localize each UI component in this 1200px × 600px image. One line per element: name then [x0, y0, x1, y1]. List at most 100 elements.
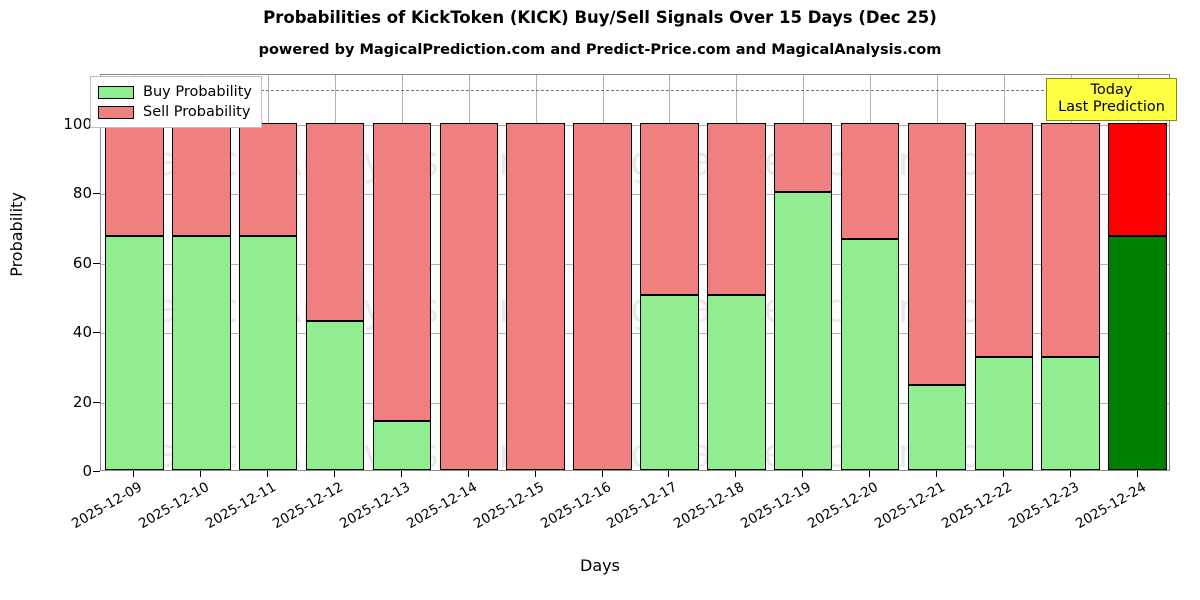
- chart-title: Probabilities of KickToken (KICK) Buy/Se…: [263, 8, 937, 27]
- gridline-horizontal: [101, 333, 1169, 335]
- x-axis-tick-label: 2025-12-11: [203, 479, 280, 533]
- y-axis-tick-mark: [93, 193, 100, 195]
- bar-segment-sell[interactable]: [506, 123, 565, 470]
- x-axis-tick-mark: [935, 471, 937, 477]
- x-axis-tick-mark: [601, 471, 603, 477]
- x-axis-tick-mark: [200, 471, 202, 477]
- y-axis-tick-mark: [93, 262, 100, 264]
- bar-stack[interactable]: [640, 75, 699, 470]
- x-axis-tick-label: 2025-12-12: [270, 479, 347, 533]
- bar-segment-buy[interactable]: [640, 294, 699, 470]
- legend-item-buy[interactable]: Buy Probability: [98, 82, 252, 102]
- chart-subtitle: powered by MagicalPrediction.com and Pre…: [258, 42, 942, 58]
- bar-stack[interactable]: [907, 75, 967, 470]
- legend-swatch-sell: [98, 105, 134, 119]
- y-axis-tick-mark: [93, 471, 100, 472]
- bar-segment-sell[interactable]: [172, 123, 231, 236]
- x-axis-tick-mark: [1002, 471, 1004, 477]
- bar-stack[interactable]: [172, 75, 231, 470]
- chart-legend: Buy Probability Sell Probability: [90, 76, 262, 128]
- x-axis-tick-label: 2025-12-14: [403, 479, 480, 533]
- x-axis-tick-label: 2025-12-24: [1072, 479, 1149, 533]
- bar-stack[interactable]: [372, 75, 432, 470]
- bar-stack[interactable]: [1108, 75, 1167, 470]
- bar-segment-sell[interactable]: [974, 123, 1034, 358]
- gridline-horizontal: [101, 125, 1169, 126]
- gridline-horizontal: [101, 194, 1169, 196]
- bar-stack[interactable]: [506, 75, 565, 470]
- bar-segment-buy[interactable]: [840, 239, 900, 470]
- bar-stack[interactable]: [305, 75, 365, 470]
- x-axis-tick-mark: [1136, 471, 1138, 477]
- bar-stack[interactable]: [974, 75, 1034, 470]
- legend-item-sell[interactable]: Sell Probability: [98, 102, 252, 122]
- bar-segment-buy[interactable]: [773, 192, 833, 470]
- bar-segment-sell[interactable]: [105, 123, 164, 236]
- bar-stack[interactable]: [238, 75, 298, 470]
- bar-segment-sell[interactable]: [305, 123, 365, 321]
- x-axis-tick-label: 2025-12-09: [69, 479, 146, 533]
- legend-label-sell: Sell Probability: [143, 104, 251, 120]
- x-axis-tick-label: 2025-12-21: [871, 479, 948, 533]
- bar-segment-sell[interactable]: [439, 123, 499, 470]
- bar-segment-buy[interactable]: [1041, 357, 1100, 470]
- y-axis-tick-mark: [93, 332, 100, 334]
- y-axis-tick-label: 20: [72, 392, 92, 411]
- bar-segment-sell[interactable]: [238, 123, 298, 236]
- bar-segment-buy[interactable]: [238, 235, 298, 470]
- bar-stack[interactable]: [773, 75, 833, 470]
- x-axis-tick-mark: [400, 471, 402, 477]
- y-axis-label: Probability: [6, 192, 26, 277]
- bar-segment-sell[interactable]: [907, 123, 967, 385]
- x-axis-tick-label: 2025-12-10: [136, 479, 213, 533]
- y-axis-tick-label: 80: [72, 184, 92, 203]
- bar-stack[interactable]: [105, 75, 164, 470]
- bar-stack[interactable]: [707, 75, 766, 470]
- x-axis-tick-label: 2025-12-13: [336, 479, 413, 533]
- bar-segment-sell[interactable]: [1108, 123, 1167, 236]
- today-annotation: Today Last Prediction: [1046, 78, 1177, 122]
- gridline-horizontal: [101, 263, 1169, 265]
- bar-segment-sell[interactable]: [1041, 123, 1100, 358]
- x-axis-tick-mark: [334, 471, 336, 477]
- x-axis-label: Days: [580, 556, 620, 575]
- bar-stack[interactable]: [439, 75, 499, 470]
- bar-segment-buy[interactable]: [707, 294, 766, 470]
- bar-stack[interactable]: [573, 75, 632, 470]
- bar-segment-buy[interactable]: [105, 235, 164, 470]
- y-axis-tick-label: 0: [82, 462, 92, 480]
- x-axis-tick-mark: [869, 471, 871, 477]
- x-axis-tick-label: 2025-12-20: [805, 479, 882, 533]
- bar-segment-buy[interactable]: [974, 357, 1034, 470]
- bar-stack[interactable]: [840, 75, 900, 470]
- x-axis-tick-label: 2025-12-15: [470, 479, 547, 533]
- y-axis-tick-label: 100: [63, 115, 92, 133]
- today-annotation-line1: Today: [1090, 82, 1133, 98]
- bar-segment-sell[interactable]: [573, 123, 632, 470]
- x-axis-tick-label: 2025-12-19: [738, 479, 815, 533]
- bar-segment-buy[interactable]: [305, 320, 365, 470]
- x-axis-tick-mark: [267, 471, 269, 477]
- bar-segment-sell[interactable]: [372, 123, 432, 422]
- bar-segment-sell[interactable]: [773, 123, 833, 193]
- bar-segment-buy[interactable]: [1108, 235, 1167, 470]
- bar-segment-buy[interactable]: [907, 385, 967, 470]
- bar-segment-sell[interactable]: [707, 123, 766, 295]
- bar-stack[interactable]: [1041, 75, 1100, 470]
- x-axis-tick-label: 2025-12-18: [671, 479, 748, 533]
- bar-segment-buy[interactable]: [372, 421, 432, 470]
- x-axis-tick-mark: [735, 471, 737, 477]
- bar-segment-sell[interactable]: [640, 123, 699, 295]
- legend-label-buy: Buy Probability: [143, 84, 252, 100]
- x-axis-tick-mark: [668, 471, 670, 477]
- bar-segment-sell[interactable]: [840, 123, 900, 240]
- x-axis-tick-label: 2025-12-16: [537, 479, 614, 533]
- x-axis-tick-mark: [534, 471, 536, 477]
- bar-segment-buy[interactable]: [172, 235, 231, 470]
- x-axis-tick-mark: [1069, 471, 1071, 477]
- x-axis-tick-label: 2025-12-23: [1005, 479, 1082, 533]
- y-axis-tick-label: 40: [72, 323, 92, 342]
- x-axis-tick-label: 2025-12-17: [604, 479, 681, 533]
- x-axis-tick-label: 2025-12-22: [938, 479, 1015, 533]
